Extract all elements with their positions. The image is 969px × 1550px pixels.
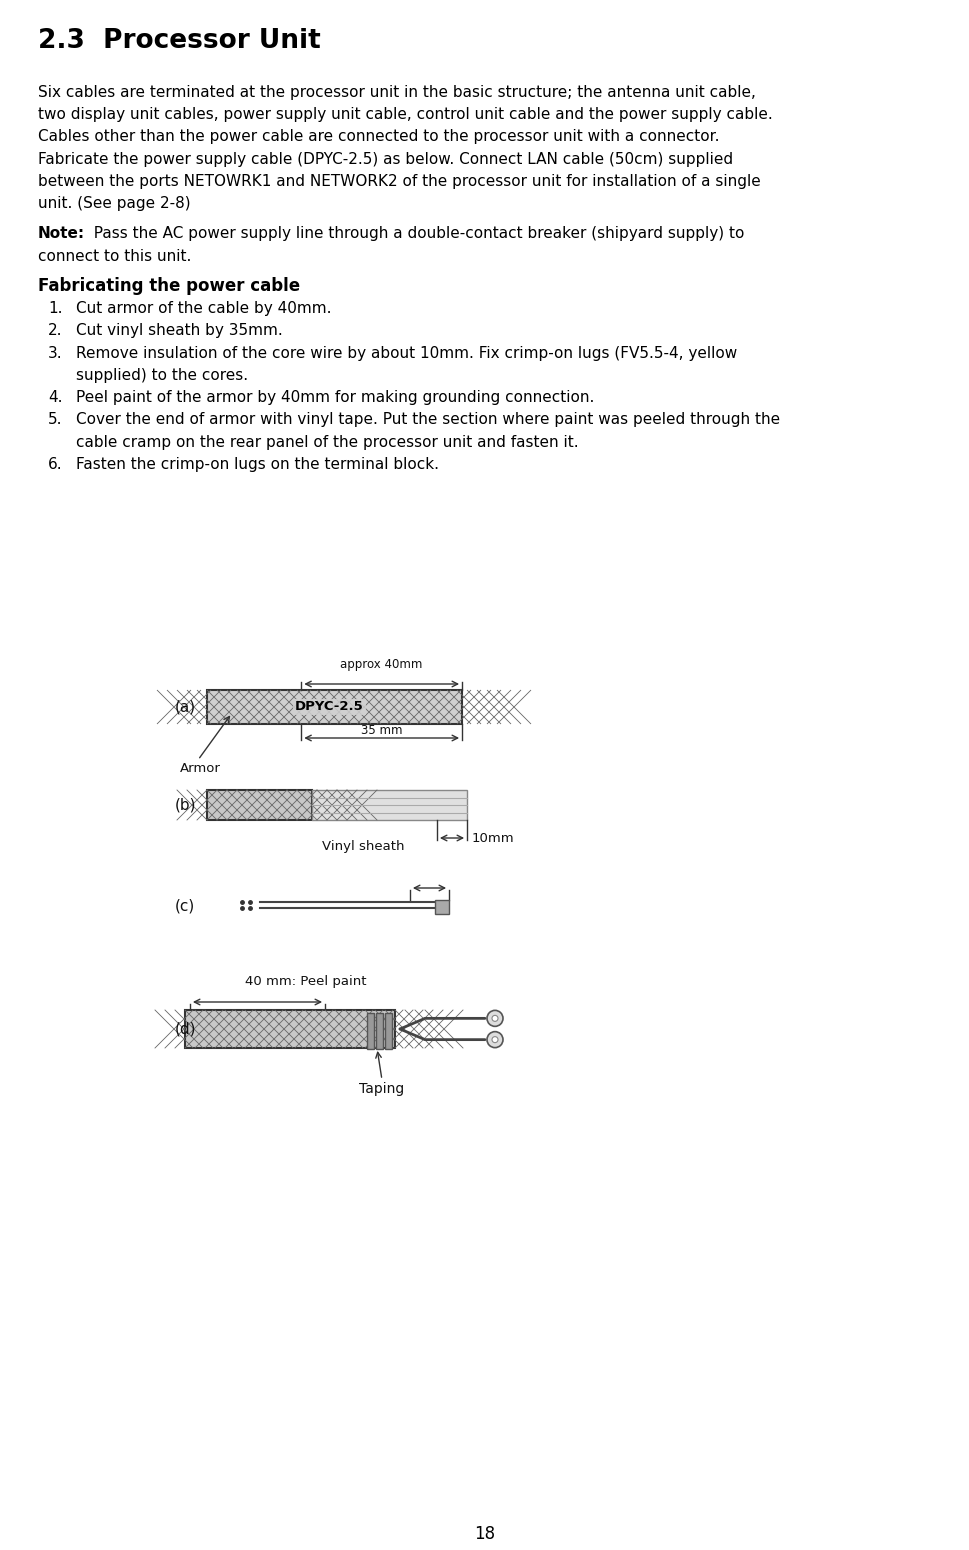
Text: Fabricate the power supply cable (DPYC-2.5) as below. Connect LAN cable (50cm) s: Fabricate the power supply cable (DPYC-2… xyxy=(38,152,733,167)
Bar xyxy=(385,1014,391,1049)
Circle shape xyxy=(491,1015,497,1021)
Text: cable cramp on the rear panel of the processor unit and fasten it.: cable cramp on the rear panel of the pro… xyxy=(76,434,578,450)
Text: 4.: 4. xyxy=(47,391,62,405)
Text: supplied) to the cores.: supplied) to the cores. xyxy=(76,367,248,383)
Text: Fasten the crimp-on lugs on the terminal block.: Fasten the crimp-on lugs on the terminal… xyxy=(76,457,439,471)
Text: 18: 18 xyxy=(474,1525,495,1542)
Text: Taping: Taping xyxy=(359,1082,404,1096)
Bar xyxy=(434,901,449,914)
Bar xyxy=(185,1011,394,1048)
Text: Cut armor of the cable by 40mm.: Cut armor of the cable by 40mm. xyxy=(76,301,331,316)
Text: Pass the AC power supply line through a double-contact breaker (shipyard supply): Pass the AC power supply line through a … xyxy=(84,226,743,242)
Bar xyxy=(312,790,466,820)
Bar xyxy=(366,1014,374,1049)
Circle shape xyxy=(486,1032,503,1048)
Text: DPYC-2.5: DPYC-2.5 xyxy=(295,701,363,713)
Bar xyxy=(206,690,461,724)
Text: unit. (See page 2-8): unit. (See page 2-8) xyxy=(38,197,191,211)
Text: Fabricating the power cable: Fabricating the power cable xyxy=(38,277,299,294)
Text: (c): (c) xyxy=(174,899,195,913)
Text: 2.: 2. xyxy=(47,324,62,338)
Text: 6.: 6. xyxy=(47,457,63,471)
Bar xyxy=(206,790,312,820)
Text: between the ports NETOWRK1 and NETWORK2 of the processor unit for installation o: between the ports NETOWRK1 and NETWORK2 … xyxy=(38,174,760,189)
Text: 10mm: 10mm xyxy=(472,831,515,845)
Text: 5.: 5. xyxy=(47,412,62,428)
Text: 1.: 1. xyxy=(47,301,62,316)
Text: (d): (d) xyxy=(174,1021,197,1037)
Text: 35 mm: 35 mm xyxy=(360,724,402,736)
Text: two display unit cables, power supply unit cable, control unit cable and the pow: two display unit cables, power supply un… xyxy=(38,107,772,122)
Text: 40 mm: Peel paint: 40 mm: Peel paint xyxy=(245,975,366,987)
Text: (b): (b) xyxy=(174,798,197,812)
Text: Cut vinyl sheath by 35mm.: Cut vinyl sheath by 35mm. xyxy=(76,324,282,338)
Text: connect to this unit.: connect to this unit. xyxy=(38,248,191,264)
Text: Cover the end of armor with vinyl tape. Put the section where paint was peeled t: Cover the end of armor with vinyl tape. … xyxy=(76,412,779,428)
Circle shape xyxy=(486,1011,503,1026)
Text: Remove insulation of the core wire by about 10mm. Fix crimp-on lugs (FV5.5-4, ye: Remove insulation of the core wire by ab… xyxy=(76,346,736,361)
Text: Peel paint of the armor by 40mm for making grounding connection.: Peel paint of the armor by 40mm for maki… xyxy=(76,391,594,405)
Text: 3.: 3. xyxy=(47,346,63,361)
Text: Vinyl sheath: Vinyl sheath xyxy=(322,840,404,852)
Bar xyxy=(376,1014,383,1049)
Text: 2.3  Processor Unit: 2.3 Processor Unit xyxy=(38,28,321,54)
Text: Note:: Note: xyxy=(38,226,85,242)
Text: (a): (a) xyxy=(174,699,196,715)
Text: Cables other than the power cable are connected to the processor unit with a con: Cables other than the power cable are co… xyxy=(38,130,719,144)
Text: Armor: Armor xyxy=(180,763,221,775)
Text: Six cables are terminated at the processor unit in the basic structure; the ante: Six cables are terminated at the process… xyxy=(38,85,755,101)
Text: approx 40mm: approx 40mm xyxy=(340,659,422,671)
Circle shape xyxy=(491,1037,497,1043)
